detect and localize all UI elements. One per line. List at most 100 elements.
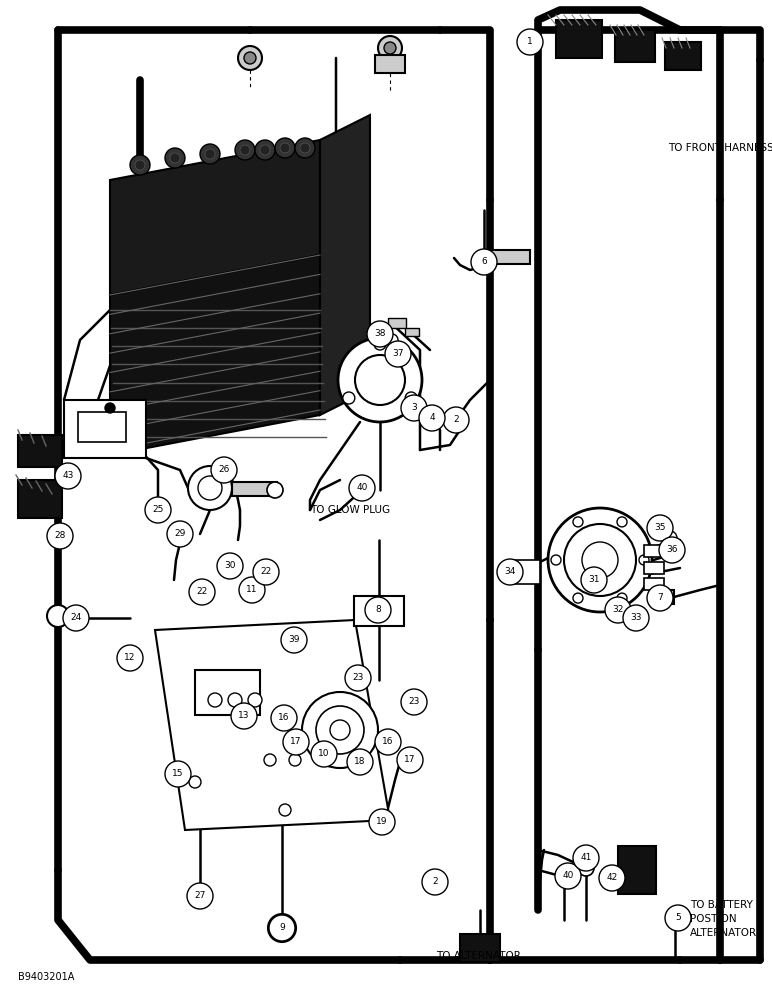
Circle shape — [47, 605, 69, 627]
Circle shape — [374, 338, 386, 350]
Text: 6: 6 — [481, 257, 487, 266]
Circle shape — [602, 870, 618, 886]
Text: 29: 29 — [174, 530, 186, 538]
Circle shape — [205, 149, 215, 159]
Circle shape — [443, 407, 469, 433]
Circle shape — [663, 531, 677, 545]
Circle shape — [659, 537, 685, 563]
Circle shape — [617, 593, 627, 603]
Text: 3: 3 — [411, 403, 417, 412]
Text: TO FRONT HARNESS: TO FRONT HARNESS — [668, 143, 772, 153]
Text: 16: 16 — [382, 738, 394, 746]
Text: 19: 19 — [376, 818, 388, 826]
Text: 10: 10 — [318, 750, 330, 758]
Circle shape — [573, 593, 583, 603]
Bar — [18, 435, 62, 467]
Circle shape — [239, 577, 265, 603]
Circle shape — [338, 338, 422, 422]
Circle shape — [378, 36, 402, 60]
Circle shape — [476, 250, 492, 266]
Text: 35: 35 — [654, 524, 665, 532]
Text: 33: 33 — [630, 613, 642, 622]
Bar — [64, 400, 146, 458]
Circle shape — [617, 517, 627, 527]
Text: 18: 18 — [354, 758, 366, 766]
Text: 41: 41 — [581, 854, 591, 862]
Circle shape — [665, 905, 691, 931]
Circle shape — [189, 776, 201, 788]
Circle shape — [556, 870, 572, 886]
Text: 25: 25 — [152, 506, 164, 514]
Circle shape — [253, 559, 279, 585]
Bar — [78, 412, 126, 442]
Bar — [195, 670, 260, 715]
Bar — [644, 562, 664, 574]
Polygon shape — [110, 140, 320, 295]
Circle shape — [422, 869, 448, 895]
Text: 5: 5 — [676, 914, 681, 922]
Circle shape — [375, 729, 401, 755]
Text: 4: 4 — [429, 414, 435, 422]
Bar — [650, 590, 674, 604]
Circle shape — [578, 860, 594, 876]
Circle shape — [316, 706, 364, 754]
Text: 9: 9 — [279, 924, 285, 932]
Circle shape — [302, 692, 378, 768]
Circle shape — [653, 519, 667, 533]
Text: 23: 23 — [352, 674, 364, 682]
Text: 8: 8 — [375, 605, 381, 614]
Circle shape — [283, 729, 309, 755]
Text: TO GLOW PLUG: TO GLOW PLUG — [310, 505, 390, 515]
Bar — [615, 30, 655, 62]
Circle shape — [240, 145, 250, 155]
Circle shape — [211, 457, 237, 483]
Text: TO ALTERNATOR: TO ALTERNATOR — [435, 951, 520, 961]
Bar — [490, 250, 530, 264]
Text: 28: 28 — [54, 532, 66, 540]
Circle shape — [149, 503, 167, 521]
Circle shape — [343, 392, 355, 404]
Circle shape — [255, 140, 275, 160]
Bar — [618, 846, 656, 894]
Circle shape — [347, 749, 373, 775]
Text: 30: 30 — [224, 562, 235, 570]
Circle shape — [647, 585, 673, 611]
Circle shape — [667, 912, 683, 928]
Circle shape — [167, 521, 193, 547]
Circle shape — [311, 741, 337, 767]
Text: 39: 39 — [288, 636, 300, 645]
Text: ALTERNATOR: ALTERNATOR — [690, 928, 757, 938]
Text: 42: 42 — [606, 874, 618, 882]
Circle shape — [369, 809, 395, 835]
Circle shape — [573, 845, 599, 871]
Circle shape — [105, 403, 115, 413]
Bar — [18, 480, 62, 518]
Circle shape — [130, 155, 150, 175]
Circle shape — [367, 321, 393, 347]
Polygon shape — [110, 255, 320, 455]
Text: 1: 1 — [527, 37, 533, 46]
Circle shape — [192, 890, 208, 906]
Text: 23: 23 — [408, 698, 420, 706]
Circle shape — [497, 559, 523, 585]
Circle shape — [471, 249, 497, 275]
Bar — [354, 596, 404, 626]
Circle shape — [235, 140, 255, 160]
Text: 31: 31 — [588, 576, 600, 584]
Text: 36: 36 — [666, 546, 678, 554]
Circle shape — [397, 747, 423, 773]
Circle shape — [244, 52, 256, 64]
Circle shape — [117, 645, 143, 671]
Circle shape — [198, 476, 222, 500]
Circle shape — [647, 515, 673, 541]
Circle shape — [208, 693, 222, 707]
Circle shape — [401, 689, 427, 715]
Circle shape — [384, 42, 396, 54]
Circle shape — [173, 529, 187, 543]
Circle shape — [581, 567, 607, 593]
Text: 32: 32 — [612, 605, 624, 614]
Circle shape — [165, 761, 191, 787]
Circle shape — [228, 693, 242, 707]
Circle shape — [555, 863, 581, 889]
Circle shape — [145, 497, 171, 523]
